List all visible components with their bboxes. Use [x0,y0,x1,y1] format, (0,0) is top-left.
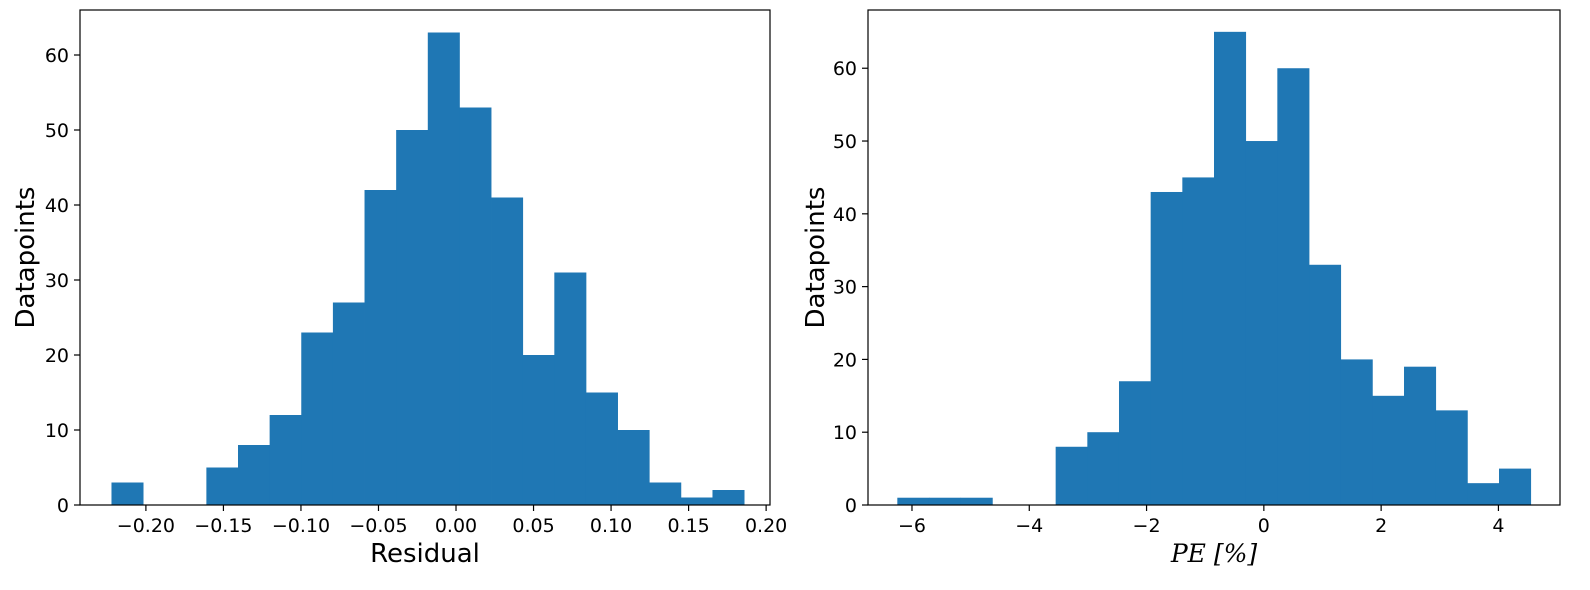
residual-bar-7 [332,302,365,505]
residual-bar-5 [269,415,302,505]
residual-y-ticks: 0 10 20 30 40 50 60 [45,45,80,517]
pe-y-tick-label-1: 10 [833,422,857,444]
pe-x-tick-label-3: 0 [1258,515,1270,537]
residual-x-tick-label-5: 0.05 [512,515,554,537]
pe-bar-13 [1309,264,1342,505]
residual-y-tick-label-6: 60 [45,45,69,67]
pe-bar-6 [1087,432,1120,505]
residual-bar-11 [459,107,492,505]
pe-x-tick-label-4: 2 [1375,515,1387,537]
pe-y-ticks: 0 10 20 30 40 50 60 [833,58,868,517]
residual-bar-13 [522,355,555,505]
pe-bar-8 [1150,191,1183,505]
residual-bar-3 [206,467,239,505]
residual-histogram: −0.20 −0.15 −0.10 −0.05 0.00 0.05 0.10 0.15 0.20… [11,9,787,569]
pe-y-tick-label-2: 20 [833,349,857,371]
pe-bar-18 [1467,483,1500,505]
residual-bar-9 [396,130,429,505]
residual-bar-12 [491,197,524,505]
pe-x-tick-label-5: 4 [1492,515,1504,537]
pe-y-tick-label-5: 50 [833,131,857,153]
residual-x-ticks: −0.20 −0.15 −0.10 −0.05 0.00 0.05 0.10 0.15 0.20 [117,505,787,537]
residual-x-axis-label: Residual [370,539,480,569]
residual-bar-19 [712,490,745,505]
residual-x-tick-label-7: 0.15 [667,515,709,537]
pe-x-axis-label: PE [%] [1170,539,1258,568]
residual-x-tick-label-0: −0.20 [117,515,175,537]
pe-bar-14 [1340,359,1373,505]
pe-bar-16 [1404,366,1437,505]
residual-bar-16 [617,430,650,505]
pe-bar-5 [1055,446,1088,505]
pe-bar-7 [1118,381,1152,505]
pe-bar-12 [1277,68,1310,505]
pe-bar-0 [897,497,930,505]
pe-bar-17 [1435,410,1468,505]
residual-x-tick-label-1: −0.15 [194,515,252,537]
pe-bar-10 [1214,31,1247,506]
residual-x-tick-label-4: 0.00 [435,515,477,537]
residual-bar-10 [427,32,460,505]
pe-bar-11 [1245,141,1278,505]
residual-y-tick-label-5: 50 [45,120,69,142]
residual-bars [111,32,745,505]
pe-bars [897,31,1532,506]
residual-x-tick-label-6: 0.10 [590,515,632,537]
pe-histogram: −6 −4 −2 0 2 4 0 10 20 30 40 50 60 PE [%] Datapoint… [801,9,1561,568]
residual-x-tick-label-2: −0.10 [272,515,330,537]
pe-bar-15 [1372,395,1405,505]
residual-plot-frame [79,9,771,506]
pe-x-tick-label-1: −4 [1015,515,1043,537]
pe-y-tick-label-4: 40 [833,204,857,226]
residual-bar-18 [680,497,713,505]
pe-plot-frame [867,9,1561,506]
pe-y-tick-label-3: 30 [833,277,857,299]
pe-x-tick-label-0: −6 [898,515,926,537]
pe-y-tick-label-0: 0 [845,495,857,517]
pe-bar-2 [960,497,993,505]
residual-bar-4 [238,445,271,505]
pe-bar-9 [1182,177,1215,506]
residual-y-tick-label-1: 10 [45,420,69,442]
residual-y-axis-label: Datapoints [11,187,41,329]
residual-y-tick-label-3: 30 [45,270,69,292]
residual-x-tick-label-8: 0.20 [745,515,787,537]
residual-bar-6 [301,332,334,505]
pe-bar-19 [1499,468,1532,505]
residual-y-tick-label-4: 40 [45,195,69,217]
residual-bar-8 [364,190,397,505]
pe-y-tick-label-6: 60 [833,58,857,80]
residual-x-tick-label-3: −0.05 [349,515,407,537]
residual-bar-14 [554,272,587,505]
pe-x-ticks: −6 −4 −2 0 2 4 [898,505,1504,537]
residual-bar-15 [585,392,618,505]
pe-y-axis-label: Datapoints [801,187,831,329]
pe-x-tick-label-2: −2 [1133,515,1161,537]
residual-y-tick-label-2: 20 [45,345,69,367]
residual-bar-17 [649,482,682,505]
pe-bar-1 [928,497,962,505]
residual-bar-0 [111,482,144,505]
residual-y-tick-label-0: 0 [57,495,69,517]
